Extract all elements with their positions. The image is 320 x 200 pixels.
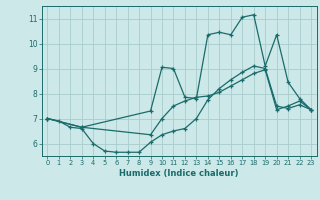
X-axis label: Humidex (Indice chaleur): Humidex (Indice chaleur) bbox=[119, 169, 239, 178]
